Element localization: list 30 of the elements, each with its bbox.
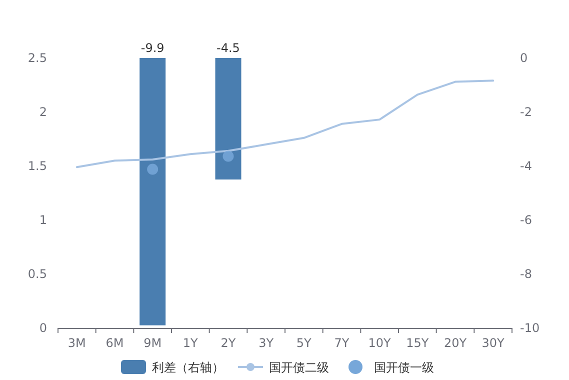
- x-tick-label: 7Y: [334, 336, 350, 350]
- y2-tick-label: -6: [520, 213, 532, 227]
- x-tick-label: 15Y: [406, 336, 430, 350]
- legend-label: 国开债二级: [269, 360, 329, 374]
- x-tick-label: 3M: [68, 336, 86, 350]
- y2-tick-label: -4: [520, 159, 532, 173]
- y-tick-label: 2: [39, 105, 47, 119]
- x-tick-label: 6M: [106, 336, 124, 350]
- y2-tick-label: -8: [520, 267, 532, 281]
- y-tick-label: 0: [39, 321, 47, 335]
- x-tick-label: 9M: [144, 336, 162, 350]
- legend-label: 国开债一级: [374, 360, 434, 374]
- y-tick-label: 2.5: [28, 51, 47, 65]
- y-tick-label: 0.5: [28, 267, 47, 281]
- x-tick-label: 20Y: [444, 336, 468, 350]
- x-tick-label: 1Y: [182, 336, 199, 350]
- x-tick-label: 5Y: [296, 336, 312, 350]
- y2-tick-label: -10: [520, 321, 540, 335]
- data-label: -4.5: [216, 41, 240, 55]
- y-tick-label: 1: [39, 213, 47, 227]
- x-tick-label: 30Y: [482, 336, 506, 350]
- data-label: -9.9: [140, 41, 164, 55]
- legend-label: 利差（右轴）: [152, 360, 224, 374]
- line-series: [76, 80, 494, 168]
- x-tick-label: 10Y: [368, 336, 392, 350]
- x-tick-label: 3Y: [258, 336, 274, 350]
- y2-tick-label: -2: [520, 105, 532, 119]
- y-tick-label: 1.5: [28, 159, 47, 173]
- x-tick-label: 2Y: [220, 336, 236, 350]
- y2-tick-label: 0: [520, 51, 528, 65]
